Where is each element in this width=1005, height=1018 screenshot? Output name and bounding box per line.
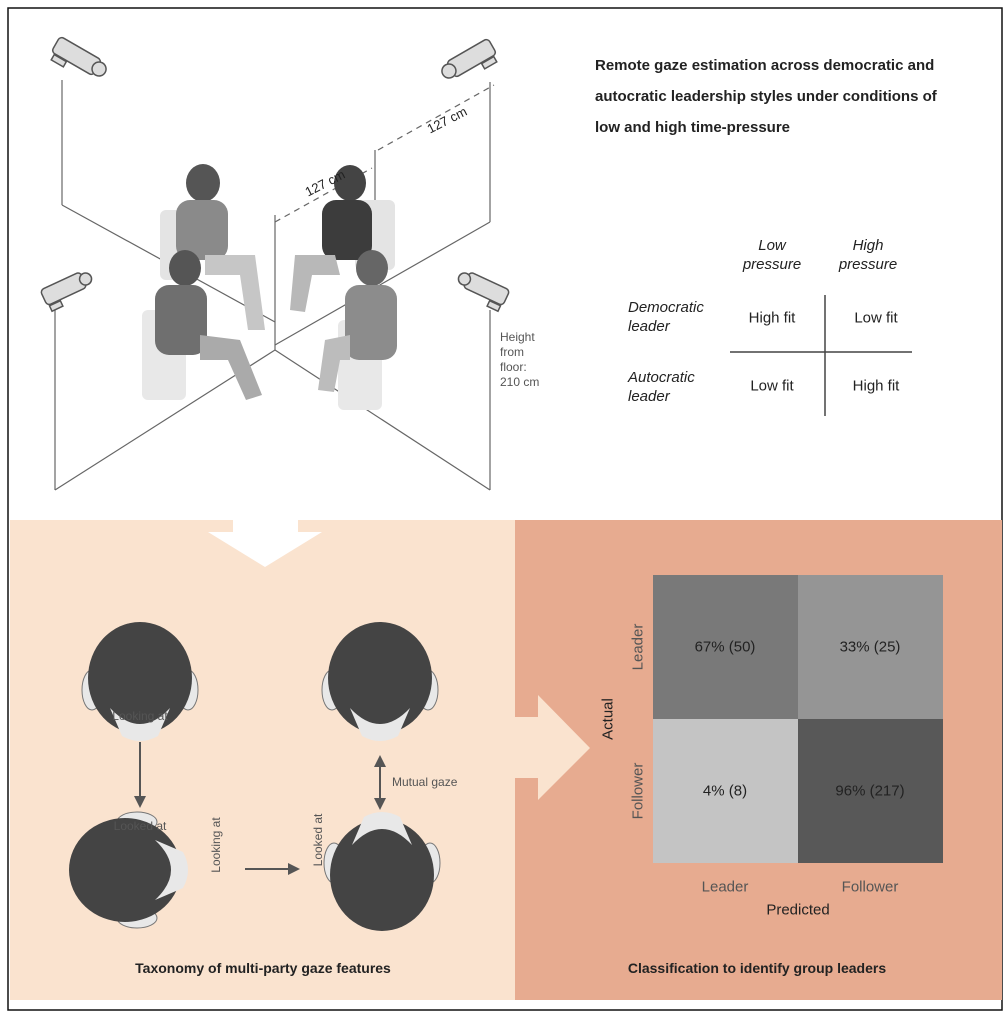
x-axis-label: Predicted: [766, 901, 830, 919]
confusion-matrix: [653, 575, 943, 863]
height-label: Height from floor: 210 cm: [500, 330, 540, 389]
matrix-cell: 96% (217): [835, 782, 905, 800]
caption: Classification to identify group leaders: [627, 960, 887, 976]
y-axis-label: Actual: [599, 698, 617, 740]
column-header: High pressure: [838, 237, 898, 273]
row-header: Democratic leader: [628, 299, 704, 335]
taxonomy-panel: [10, 520, 515, 1000]
room-lines: [54, 80, 495, 491]
caption: Taxonomy of multi-party gaze features: [135, 960, 391, 976]
people: [142, 164, 397, 410]
table-cell: High fit: [852, 377, 900, 395]
row-header: Autocratic leader: [628, 369, 695, 405]
table-cell: Low fit: [750, 377, 794, 395]
table-cell: High fit: [748, 309, 796, 327]
right-arrow: [515, 695, 590, 800]
gaze-label: Looked at: [113, 819, 167, 833]
gaze-label: Looked at: [311, 813, 325, 867]
frame: [7, 7, 1003, 1011]
gaze-arrows: [134, 742, 386, 875]
matrix-cell: 4% (8): [702, 782, 748, 800]
matrix-cell: 33% (25): [839, 638, 901, 656]
gaze-label: Looking at: [112, 709, 168, 723]
row-label: Leader: [629, 623, 647, 671]
matrix-cell: 67% (50): [694, 638, 756, 656]
column-header: Low pressure: [742, 237, 802, 273]
gaze-label: Looking at: [209, 817, 223, 873]
title: Remote gaze estimation across democratic…: [595, 57, 937, 136]
row-label: Follower: [629, 762, 647, 820]
gaze-label: Mutual gaze: [392, 775, 458, 789]
heads: [69, 622, 441, 931]
column-label: Follower: [841, 878, 899, 896]
down-arrow: [208, 520, 322, 567]
cameras: [40, 36, 510, 313]
column-label: Leader: [701, 878, 749, 896]
table-cell: Low fit: [854, 309, 898, 327]
